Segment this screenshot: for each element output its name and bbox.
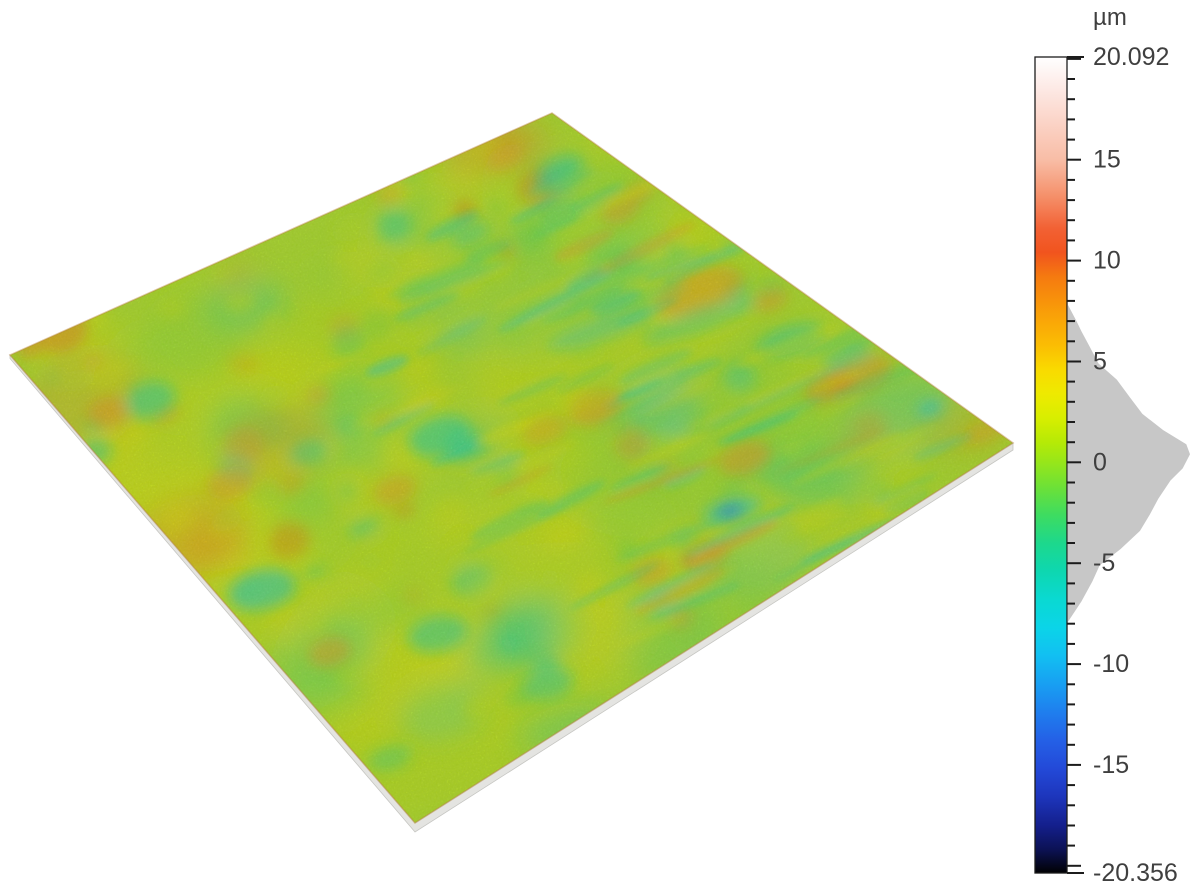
colorbar-tick-label: -15 xyxy=(1093,751,1129,779)
colorbar-tick-label: 10 xyxy=(1093,247,1121,275)
colorbar-tick-label: 15 xyxy=(1093,146,1121,174)
colorbar-tick-label: 0 xyxy=(1093,448,1107,476)
colorbar-unit-label: µm xyxy=(1093,4,1127,31)
colorbar-ticks xyxy=(1067,56,1084,874)
colorbar-tick-labels: 20.092 15 10 5 0 -5 -10 -15 -20.356 xyxy=(1093,43,1178,887)
colorbar-gradient-bar xyxy=(1034,56,1068,874)
colorbar-tick-label: -20.356 xyxy=(1093,859,1178,887)
height-distribution-histogram xyxy=(1068,305,1190,622)
colorbar-tick-label: -10 xyxy=(1093,650,1129,678)
surface-edge-rim xyxy=(8,112,1015,825)
colorbar: 20.092 15 10 5 0 -5 -10 -15 -20.356 µm xyxy=(1034,4,1190,887)
colorbar-tick-label: -5 xyxy=(1093,549,1115,577)
colorbar-tick-label: 20.092 xyxy=(1093,43,1169,71)
colorbar-tick-label: 5 xyxy=(1093,348,1107,376)
